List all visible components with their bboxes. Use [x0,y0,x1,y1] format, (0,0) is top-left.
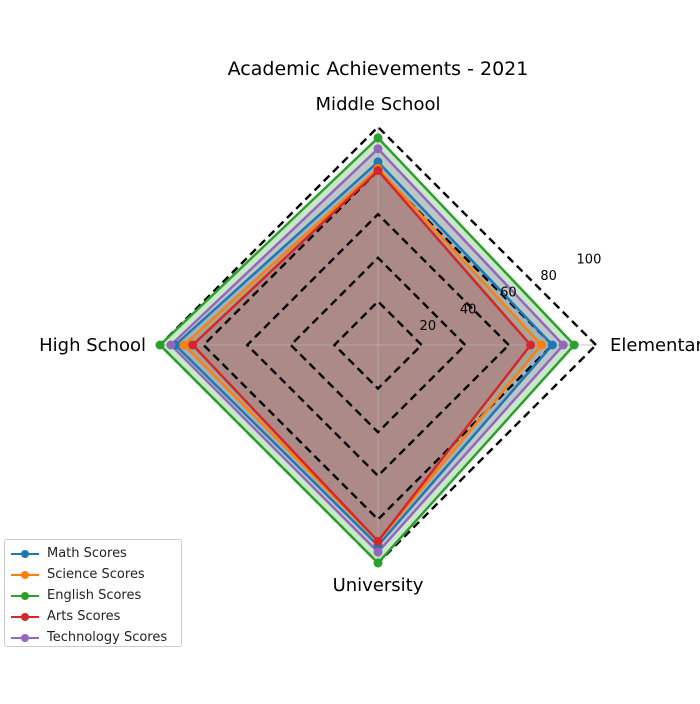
data-point [547,340,557,350]
series-fill-3 [192,170,531,542]
category-label-3: University [333,575,424,596]
data-point [373,547,383,557]
r-tick-label-2: 60 [500,286,517,301]
data-point [558,340,568,350]
legend-swatch [11,612,39,622]
category-label-2: High School [39,335,146,356]
legend-label: Science Scores [47,567,145,582]
legend-swatch [11,633,39,643]
data-point [188,340,198,350]
r-tick-label-3: 80 [540,269,557,284]
r-tick-label-0: 20 [420,319,437,334]
legend: Math Scores Science Scores English Scores A… [4,539,182,647]
data-point [179,340,189,350]
category-label-1: Middle School [316,94,441,115]
series-fill-2 [160,137,575,563]
legend-item: Arts Scores [11,606,181,627]
r-tick-label-4: 100 [577,252,602,267]
legend-label: English Scores [47,588,142,603]
data-point [373,157,383,167]
grid-ring-3 [201,168,555,522]
series-points [155,133,579,568]
category-label-0: Elementary [610,335,700,356]
data-point [373,133,383,143]
data-point [569,340,579,350]
legend-item: Science Scores [11,564,181,585]
series-fills [160,137,575,563]
data-point [373,166,383,176]
data-point [537,340,546,350]
axis-labels: 20 40 60 80 100 Elementary Middle School High S… [39,94,700,596]
data-point [373,558,383,568]
series-fill-1 [183,168,542,542]
data-point [373,536,383,546]
r-tick-label-1: 40 [460,302,477,317]
legend-label: Technology Scores [47,630,168,645]
data-point [166,340,176,350]
legend-swatch [11,549,39,559]
chart-title: Academic Achievements - 2021 [228,58,529,80]
legend-label: Math Scores [47,546,127,561]
legend-item: Math Scores [11,543,181,564]
series-fill-0 [175,161,553,546]
data-point [373,144,383,154]
grid-ring-1 [289,256,467,434]
legend-swatch [11,570,39,580]
data-point [526,340,536,350]
legend-item: Technology Scores [11,627,181,648]
legend-swatch [11,591,39,601]
legend-item: English Scores [11,585,181,606]
grid-ring-0 [332,299,424,391]
data-point [155,340,165,350]
grid-ring-2 [245,212,511,478]
legend-label: Arts Scores [47,609,121,624]
series-fill-4 [170,148,564,553]
